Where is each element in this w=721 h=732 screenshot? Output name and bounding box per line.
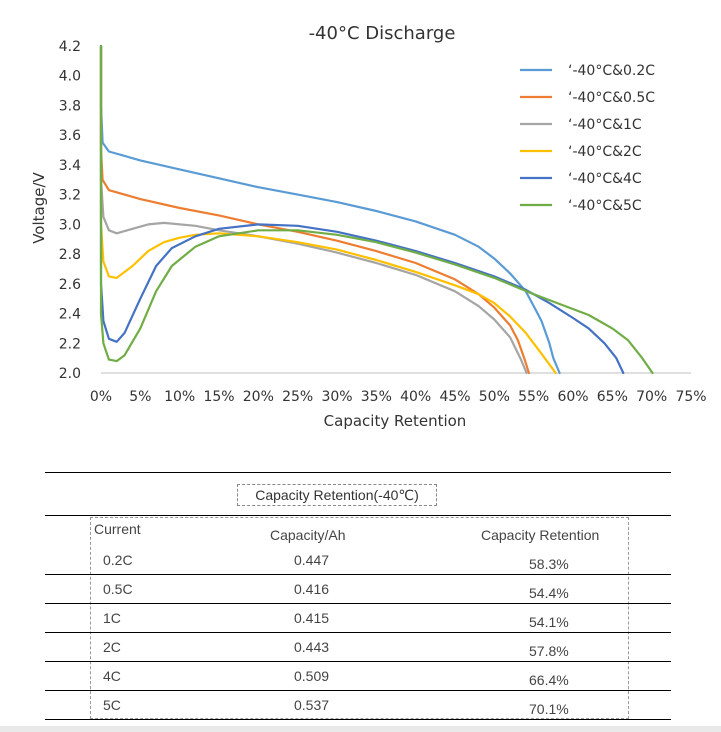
table-header-rule (45, 515, 671, 516)
cell-retention: 54.1% (529, 614, 569, 630)
cell-capacity: 0.509 (294, 668, 330, 684)
x-tick-label: 30% (321, 389, 352, 405)
bottom-strip (0, 726, 721, 732)
y-tick-label: 3.2 (59, 188, 81, 204)
cell-capacity: 0.415 (294, 610, 330, 626)
cell-retention: 58.3% (529, 556, 569, 572)
table-row-rule (45, 574, 671, 575)
y-axis-label: Voltage/V (30, 171, 48, 243)
table-row-rule (45, 690, 671, 691)
x-tick-label: 50% (479, 389, 510, 405)
cell-current: 1C (103, 610, 121, 626)
y-tick-label: 2.6 (59, 277, 81, 293)
x-tick-label: 5% (129, 389, 151, 405)
y-tick-label: 4.0 (59, 69, 81, 85)
table-top-rule (45, 472, 671, 473)
x-tick-label: 70% (636, 389, 667, 405)
table-row-rule (45, 632, 671, 633)
legend: ‘-40°C&0.2C ‘-40°C&0.5C ‘-40°C&1C ‘-40°C&2C… (520, 63, 655, 214)
x-tick-label: 35% (361, 389, 392, 405)
y-tick-label: 2.2 (59, 336, 81, 352)
y-tick-label: 3.0 (59, 217, 81, 233)
x-tick-label: 25% (282, 389, 313, 405)
series-line (99, 44, 528, 375)
x-tick-label: 15% (203, 389, 234, 405)
x-tick-label: 10% (164, 389, 195, 405)
y-tick-label: 3.8 (59, 98, 81, 114)
cell-retention: 66.4% (529, 672, 569, 688)
cell-current: 0.2C (103, 552, 133, 568)
y-tick-labels: 2.0 2.2 2.4 2.6 2.8 3.0 3.2 3.4 3.6 3.8 4.0 4.2 (59, 39, 81, 382)
x-tick-label: 75% (675, 389, 706, 405)
x-axis-label: Capacity Retention (324, 412, 467, 430)
x-tick-label: 60% (557, 389, 588, 405)
series-line (99, 44, 530, 375)
legend-label: ‘-40°C&4C (568, 171, 642, 187)
table-row-rule (45, 719, 671, 720)
header-capacity: Capacity/Ah (270, 527, 346, 543)
table-title: Capacity Retention(-40℃) (237, 484, 437, 506)
y-tick-label: 2.8 (59, 247, 81, 263)
series-line (99, 44, 625, 375)
cell-capacity: 0.443 (294, 639, 330, 655)
x-tick-label: 40% (400, 389, 431, 405)
legend-label: ‘-40°C&0.5C (568, 90, 655, 106)
header-current: Current (94, 521, 141, 537)
x-tick-label: 55% (518, 389, 549, 405)
cell-retention: 54.4% (529, 585, 569, 601)
cell-current: 4C (103, 668, 121, 684)
table-dashed-frame (90, 517, 629, 719)
y-tick-label: 2.0 (59, 366, 81, 382)
table-row-rule (45, 661, 671, 662)
cell-retention: 57.8% (529, 643, 569, 659)
y-tick-label: 3.4 (59, 158, 81, 174)
series-line (99, 44, 557, 375)
x-tick-labels: 0% 5% 10% 15% 20% 25% 30% 35% 40% 45% 50% 55% 60% 65%… (90, 389, 707, 405)
x-tick-label: 45% (439, 389, 470, 405)
x-tick-label: 65% (597, 389, 628, 405)
legend-label: ‘-40°C&2C (568, 144, 642, 160)
series-lines (99, 44, 654, 375)
y-tick-label: 4.2 (59, 39, 81, 55)
y-tick-label: 3.6 (59, 128, 81, 144)
x-tick-label: 20% (243, 389, 274, 405)
x-tick-label: 0% (90, 389, 112, 405)
legend-label: ‘-40°C&1C (568, 117, 642, 133)
series-line (99, 44, 561, 375)
cell-capacity: 0.447 (294, 552, 330, 568)
cell-current: 0.5C (103, 581, 133, 597)
y-tick-label: 2.4 (59, 307, 81, 323)
cell-capacity: 0.537 (294, 697, 330, 713)
header-retention: Capacity Retention (481, 527, 600, 543)
series-line (99, 44, 654, 375)
cell-current: 2C (103, 639, 121, 655)
discharge-chart: -40°C Discharge Voltage/V Capacity Reten… (30, 23, 707, 430)
cell-capacity: 0.416 (294, 581, 330, 597)
table-row-rule (45, 603, 671, 604)
chart-title: -40°C Discharge (309, 23, 456, 44)
legend-label: ‘-40°C&0.2C (568, 63, 655, 79)
legend-label: ‘-40°C&5C (568, 198, 642, 214)
cell-retention: 70.1% (529, 701, 569, 717)
cell-current: 5C (103, 697, 121, 713)
